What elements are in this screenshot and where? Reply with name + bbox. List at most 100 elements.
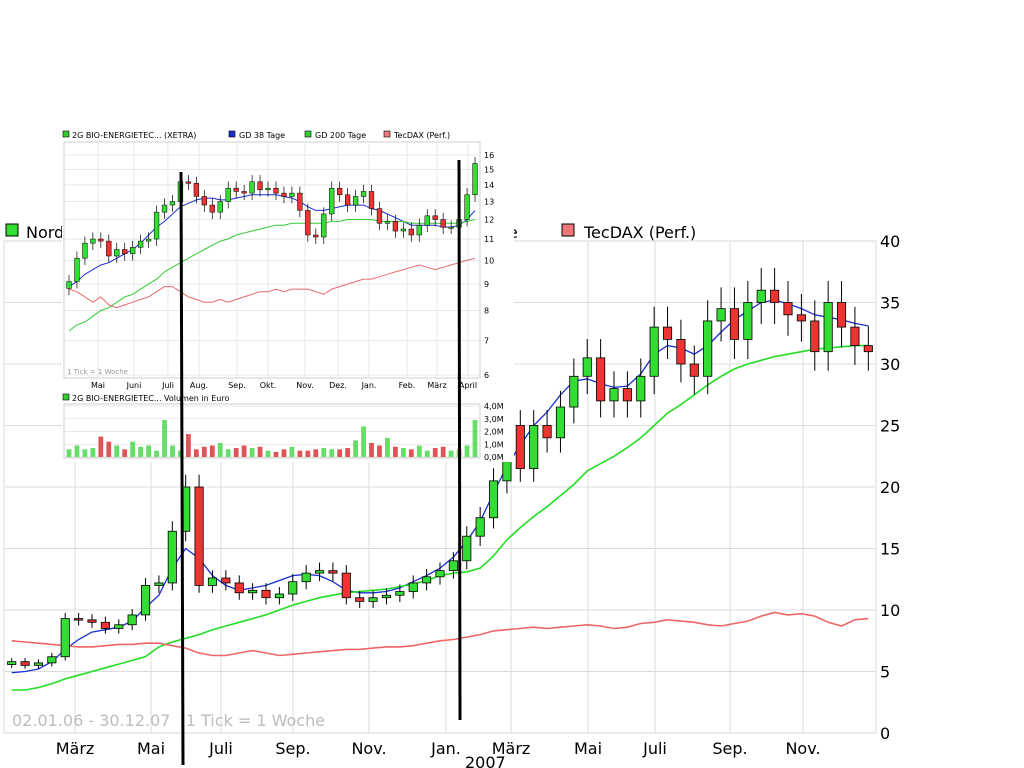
inset-candle-body	[145, 238, 152, 242]
inset-y-tick-label: 15	[484, 165, 494, 174]
volume-bar	[440, 446, 446, 457]
inset-candle-body	[193, 183, 200, 197]
main-x-tick-label: Nov.	[785, 739, 820, 758]
main-candle-body	[783, 302, 793, 316]
main-x-axis: März Mai Juli Sep. Nov. Jan. März Mai Juli Sep. No…	[56, 739, 821, 758]
volume-bar	[257, 446, 263, 457]
main-candle-body	[368, 597, 378, 602]
main-candle-body	[542, 425, 552, 439]
inset-legend-tecdax: TecDAX (Perf.)	[393, 131, 450, 140]
inset-candle-body	[153, 211, 160, 240]
volume-bar	[408, 449, 414, 457]
main-x-tick-label: Jan.	[430, 739, 461, 758]
volume-bar	[249, 448, 255, 457]
volume-bar	[90, 448, 96, 457]
inset-candle-body	[74, 257, 80, 282]
volume-bar	[122, 449, 128, 457]
inset-chart: 2G BIO-ENERGIETEC... (XETRA) GD 38 Tage …	[62, 128, 514, 462]
main-candle-body	[20, 661, 30, 666]
main-candle-body	[676, 338, 686, 365]
volume-bar	[289, 446, 295, 457]
inset-candle-body	[161, 204, 168, 213]
volume-bar	[448, 450, 454, 457]
inset-candle-body	[233, 187, 239, 192]
volume-bar	[361, 426, 366, 457]
volume-bar	[377, 445, 382, 457]
main-candle-body	[167, 530, 177, 584]
inset-candle-body	[137, 240, 144, 248]
volume-tick-label: 2,0M	[484, 428, 504, 437]
main-y-tick-label: 35	[880, 294, 900, 313]
inset-candle-body	[424, 215, 430, 226]
main-candles	[7, 268, 873, 669]
main-candle-body	[395, 591, 405, 596]
inset-candle-body	[376, 208, 383, 224]
inset-plot-border	[63, 141, 481, 379]
volume-bar	[273, 451, 279, 457]
inset-candle-body	[360, 191, 367, 197]
volume-bar	[74, 445, 80, 457]
volume-bar	[424, 450, 430, 457]
inset-candle-body	[329, 187, 335, 215]
inset-candle-body	[400, 228, 407, 232]
inset-candle-body	[130, 247, 136, 255]
inset-candle-body	[90, 238, 96, 244]
volume-bar	[337, 449, 343, 457]
main-candle-body	[823, 302, 833, 353]
main-candle-body	[127, 614, 137, 626]
volume-bar	[321, 448, 327, 457]
volume-bar	[241, 445, 247, 457]
main-y-tick-label: 40	[880, 232, 900, 251]
volume-tick-label: 4,0M	[484, 402, 504, 411]
inset-legend-stock: 2G BIO-ENERGIETEC... (XETRA)	[72, 131, 196, 140]
main-candle-body	[248, 589, 258, 594]
inset-x-tick-label: Dez.	[329, 381, 347, 390]
inset-x-tick-label: März	[427, 381, 446, 390]
legend-swatch-nord	[5, 223, 19, 237]
inset-candle-body	[384, 221, 391, 224]
volume-bar	[193, 449, 199, 457]
main-candle-body	[194, 486, 204, 586]
volume-bar	[98, 436, 104, 457]
inset-candle-body	[352, 196, 359, 206]
main-candle-body	[408, 582, 418, 592]
volume-legend-swatch	[62, 393, 70, 401]
volume-bar	[369, 442, 374, 457]
volume-bar	[209, 445, 215, 457]
inset-candle-body	[225, 187, 231, 202]
main-candle-body	[462, 535, 472, 562]
volume-bar	[225, 449, 231, 457]
volume-bar	[178, 450, 183, 457]
volume-bar	[416, 445, 422, 457]
inset-lines	[68, 194, 476, 332]
main-candle-body	[622, 388, 632, 402]
main-candle-body	[569, 375, 579, 408]
inset-candle-body	[82, 242, 88, 259]
volume-bar	[130, 441, 136, 457]
main-candle-body	[381, 594, 392, 599]
volume-bar	[162, 420, 167, 457]
inset-candle-body	[408, 228, 414, 236]
inset-y-tick-label: 13	[484, 198, 494, 207]
main-candle-body	[609, 388, 619, 402]
volume-bar	[154, 450, 159, 457]
main-candle-body	[301, 572, 311, 583]
inset-candle-body	[106, 240, 112, 257]
main-candle-body	[703, 320, 713, 377]
main-candle-body	[221, 577, 231, 584]
inset-y-tick-label: 12	[484, 216, 494, 225]
main-x-tick-label: Juli	[208, 739, 233, 758]
main-candle-body	[114, 624, 124, 629]
main-candle-body	[261, 589, 271, 599]
inset-x-axis: Mai Juni Juli Aug. Sep. Okt. Nov. Dez. Jan. Feb. M…	[91, 381, 477, 390]
inset-x-tick-label: Sep.	[228, 381, 246, 390]
inset-x-tick-label: Aug.	[190, 381, 208, 390]
inset-candle-body	[281, 192, 287, 197]
main-candle-body	[689, 363, 699, 377]
main-candle-body	[355, 597, 365, 602]
main-candle-body	[475, 517, 485, 537]
inset-y-axis: 6 7 8 9 10 11 12 13 14 15 16	[484, 151, 494, 380]
main-x-tick-label: März	[492, 739, 531, 758]
inset-candle-body	[289, 192, 295, 197]
main-candle-body	[729, 308, 740, 340]
